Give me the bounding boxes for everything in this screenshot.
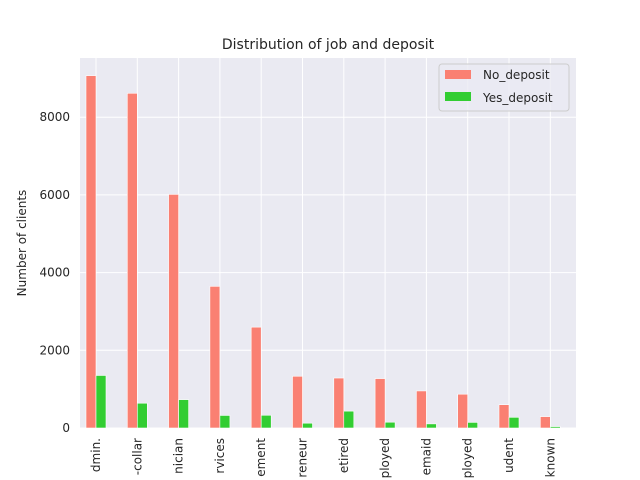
y-tick-label: 8000 bbox=[39, 110, 70, 124]
bar-no-deposit bbox=[292, 375, 303, 429]
y-tick-label: 0 bbox=[62, 421, 70, 435]
bar-no-deposit bbox=[250, 326, 262, 429]
bar-no-deposit bbox=[539, 416, 551, 429]
bar-yes-deposit bbox=[137, 402, 148, 429]
bar-yes-deposit bbox=[178, 399, 189, 429]
bar-no-deposit bbox=[168, 194, 179, 429]
y-tick-label: 4000 bbox=[39, 266, 70, 280]
x-tick-label: etired bbox=[337, 438, 351, 473]
plot-background bbox=[80, 58, 576, 428]
bar-yes-deposit bbox=[508, 417, 520, 429]
legend: No_deposit Yes_deposit bbox=[438, 63, 570, 112]
legend-label-no-deposit: No_deposit bbox=[483, 68, 550, 82]
x-tick-label: rvices bbox=[213, 438, 227, 474]
y-tick-labels: 0 2000 4000 6000 8000 bbox=[39, 110, 70, 435]
bar-yes-deposit bbox=[260, 414, 272, 429]
bar-yes-deposit bbox=[219, 415, 231, 429]
bar-no-deposit bbox=[416, 390, 427, 429]
x-tick-label: ement bbox=[254, 438, 268, 477]
y-tick-label: 6000 bbox=[39, 188, 70, 202]
bar-yes-deposit bbox=[467, 422, 479, 429]
x-tick-label: udent bbox=[502, 438, 516, 473]
x-tick-label: emaid bbox=[419, 438, 433, 475]
bar-yes-deposit bbox=[302, 422, 313, 429]
x-tick-label: ployed bbox=[461, 438, 475, 478]
legend-swatch-no-deposit bbox=[445, 70, 471, 79]
bar-yes-deposit bbox=[426, 423, 437, 429]
bar-no-deposit bbox=[209, 286, 221, 429]
bar-yes-deposit bbox=[549, 426, 561, 429]
x-tick-label: reneur bbox=[296, 438, 310, 478]
bar-no-deposit bbox=[374, 378, 386, 429]
bars bbox=[85, 75, 561, 429]
legend-box bbox=[438, 63, 570, 112]
y-tick-label: 2000 bbox=[39, 343, 70, 357]
x-tick-labels: dmin. -collar nician rvices ement reneur etire… bbox=[89, 438, 557, 479]
x-tick-label: dmin. bbox=[89, 438, 103, 472]
bar-no-deposit bbox=[85, 75, 97, 429]
bar-yes-deposit bbox=[95, 375, 107, 429]
bar-yes-deposit bbox=[343, 410, 355, 429]
x-tick-label: nician bbox=[172, 438, 186, 474]
legend-swatch-yes-deposit bbox=[445, 92, 471, 101]
bar-no-deposit bbox=[457, 393, 469, 429]
x-tick-label: -collar bbox=[130, 438, 144, 475]
bar-yes-deposit bbox=[384, 421, 396, 429]
bar-no-deposit bbox=[333, 377, 345, 429]
legend-label-yes-deposit: Yes_deposit bbox=[482, 91, 553, 105]
y-axis-label: Number of clients bbox=[15, 190, 29, 297]
x-tick-label: ployed bbox=[378, 438, 392, 478]
bar-no-deposit bbox=[498, 404, 510, 429]
bar-no-deposit bbox=[127, 92, 138, 429]
x-tick-label: known bbox=[543, 438, 557, 477]
chart-title: Distribution of job and deposit bbox=[222, 37, 435, 53]
